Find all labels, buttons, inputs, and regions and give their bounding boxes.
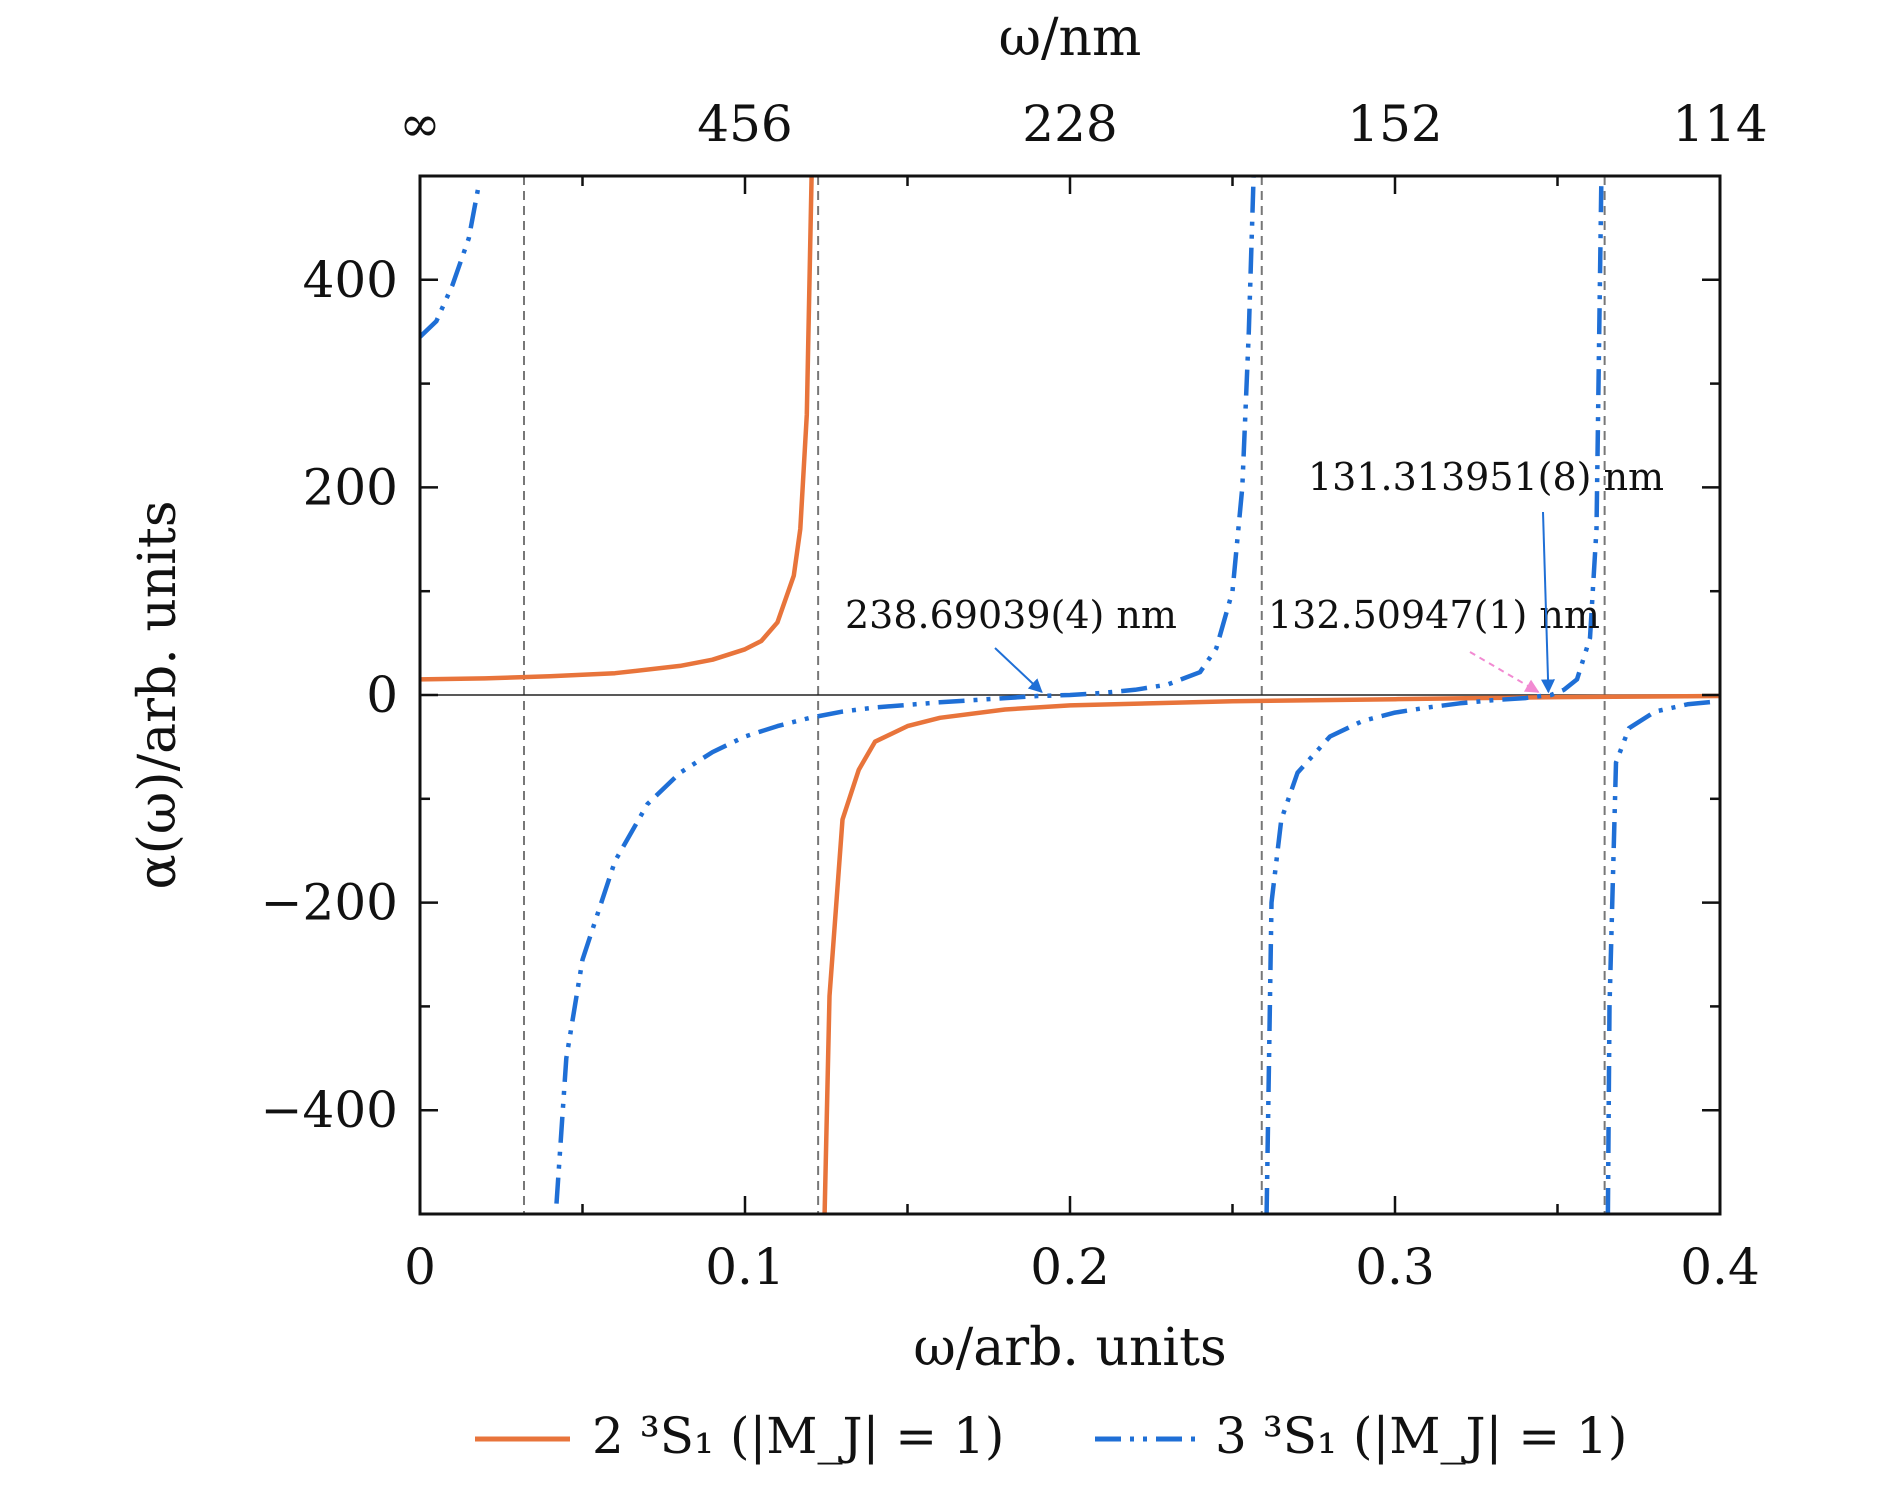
annotation-arrow-1	[994, 647, 1043, 693]
top-tick-label: 152	[1347, 95, 1442, 153]
annotation-arrow-2	[1469, 651, 1540, 693]
annotation-arrow-3	[1541, 511, 1556, 694]
x-tick-label: 0	[404, 1238, 436, 1296]
x-tick-label: 0.1	[705, 1238, 785, 1296]
y-tick-label: 200	[303, 458, 398, 516]
series-2-segment-4	[1605, 698, 1720, 1214]
series-2-segment-2	[554, 176, 1256, 1204]
legend-label-2: 3 ³S₁ (|M_J| = 1)	[1215, 1407, 1627, 1465]
x-axis-label: ω/arb. units	[913, 1318, 1226, 1378]
y-tick-label: 400	[303, 251, 398, 309]
annotation-label-1: 238.69039(4) nm	[845, 593, 1177, 637]
y-tick-label: 0	[366, 666, 398, 724]
series-1-segment-1	[420, 176, 814, 682]
y-tick-label: −400	[261, 1081, 398, 1139]
x-tick-label: 0.3	[1355, 1238, 1435, 1296]
axis-ticks: 0 0.1 0.2 0.3 0.4 ∞ 456 228 152 114 −400 −200 0 200 40…	[261, 95, 1768, 1296]
series-1-segment-2	[822, 693, 1720, 1214]
top-tick-label: 114	[1672, 95, 1767, 153]
x-tick-label: 0.4	[1680, 1238, 1760, 1296]
top-tick-label: ∞	[399, 95, 441, 153]
y-axis-label: α(ω)/arb. units	[128, 500, 188, 889]
top-tick-label: 456	[697, 95, 792, 153]
annotation-label-2: 132.50947(1) nm	[1268, 593, 1600, 637]
annotation-label-3: 131.313951(8) nm	[1308, 455, 1664, 499]
series-lines	[420, 176, 1720, 1214]
top-tick-label: 228	[1022, 95, 1117, 153]
top-axis-label: ω/nm	[999, 8, 1142, 68]
y-tick-label: −200	[261, 874, 398, 932]
series-2-segment-3	[1264, 176, 1604, 1214]
annotations: 238.69039(4) nm 132.50947(1) nm 131.313951…	[845, 455, 1664, 694]
series-2-segment-1	[420, 185, 481, 339]
x-tick-label: 0.2	[1030, 1238, 1110, 1296]
legend: 2 ³S₁ (|M_J| = 1) 3 ³S₁ (|M_J| = 1)	[475, 1407, 1627, 1465]
legend-label-1: 2 ³S₁ (|M_J| = 1)	[592, 1407, 1004, 1465]
